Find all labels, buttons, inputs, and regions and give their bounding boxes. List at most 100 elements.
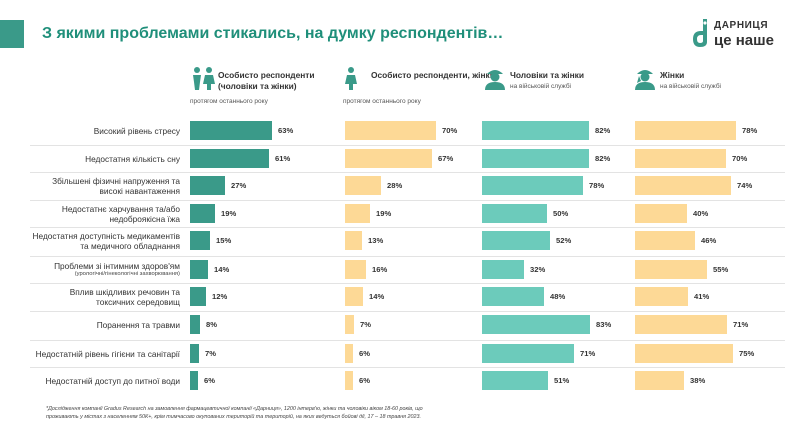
category-label: Недостатня кількість сну — [30, 145, 180, 172]
bar-value-label: 70% — [442, 126, 458, 135]
bar-value-label: 6% — [359, 376, 370, 385]
bar-value-label: 19% — [376, 209, 392, 218]
bar-value-label: 13% — [368, 236, 384, 245]
bar — [190, 176, 225, 195]
bar — [345, 231, 362, 250]
bar — [190, 149, 269, 168]
page-title: З якими проблемами стикались, на думку р… — [42, 25, 504, 42]
bar — [482, 287, 544, 306]
footnote: *Дослідження компанії Gradus Research на… — [46, 406, 423, 420]
logo-name: ДАРНИЦЯ — [714, 20, 769, 31]
column-title: Особисто респонденти (чоловіки та жінки) — [218, 70, 315, 91]
soldier-icon — [485, 70, 505, 90]
bar-value-label: 78% — [742, 126, 758, 135]
bar — [482, 260, 524, 279]
bar-value-label: 67% — [438, 154, 454, 163]
bar — [345, 344, 353, 363]
column-subtitle: протягом останнього року — [343, 98, 421, 105]
bar — [190, 204, 215, 223]
column-subtitle: на військовій службі — [660, 83, 721, 90]
row-separator — [30, 340, 785, 341]
category-text: Високий рівень стресу — [93, 125, 180, 136]
bar — [482, 371, 548, 390]
bar-value-label: 28% — [387, 181, 403, 190]
bar-value-label: 63% — [278, 126, 294, 135]
bar — [190, 371, 198, 390]
bar-value-label: 50% — [553, 209, 569, 218]
bar — [190, 260, 208, 279]
bar — [482, 176, 583, 195]
bar — [482, 121, 589, 140]
category-text: Недостатнє харчування та/або недоброякіс… — [61, 203, 180, 224]
category-text: Недостатня кількість сну — [85, 153, 180, 164]
bar — [190, 121, 272, 140]
category-label: Недостатня доступність медикаментів та м… — [30, 227, 180, 254]
bar-value-label: 6% — [204, 376, 215, 385]
bar — [635, 371, 684, 390]
bar-value-label: 32% — [530, 265, 546, 274]
category-label: Недостатній доступ до питної води — [30, 367, 181, 394]
bar-value-label: 7% — [360, 320, 371, 329]
row-separator — [30, 283, 785, 284]
bar-value-label: 61% — [275, 154, 291, 163]
bar-value-label: 27% — [231, 181, 247, 190]
row-separator — [30, 367, 785, 368]
bar — [482, 315, 590, 334]
row-separator — [30, 200, 785, 201]
bar-value-label: 48% — [550, 292, 566, 301]
category-text: Збільшені фізичні напруження та високі н… — [52, 175, 180, 196]
bar — [635, 315, 727, 334]
category-label: Високий рівень стресу — [30, 117, 180, 144]
category-text: Недостатній доступ до питної води — [45, 375, 181, 386]
bar — [345, 371, 353, 390]
column-header: Жінки на військовій службі — [632, 64, 782, 112]
female-soldier-icon — [635, 70, 655, 90]
bar — [345, 315, 354, 334]
bar-value-label: 71% — [733, 320, 749, 329]
bar — [345, 260, 366, 279]
bar-value-label: 6% — [359, 349, 370, 358]
category-note: (урологічні/гінекологічні захворювання) — [74, 271, 180, 277]
column-header: Особисто респонденти (чоловіки та жінки)… — [190, 64, 340, 112]
row-separator — [30, 145, 785, 146]
row-separator — [30, 311, 785, 312]
bar-value-label: 70% — [732, 154, 748, 163]
brand-logo: ДАРНИЦЯ це наше — [690, 16, 780, 56]
bar-value-label: 55% — [713, 265, 729, 274]
bar — [345, 287, 363, 306]
bar — [190, 231, 210, 250]
woman-icon — [345, 67, 357, 90]
bar — [635, 149, 726, 168]
row-separator — [30, 172, 785, 173]
bar — [635, 260, 707, 279]
logo-mark-icon — [693, 19, 707, 47]
bar — [345, 149, 432, 168]
category-label: Вплив шкідливих речовин та токсичних сер… — [30, 283, 180, 310]
row-separator — [30, 256, 785, 257]
bar-value-label: 78% — [589, 181, 605, 190]
bar — [635, 176, 731, 195]
row-separator — [30, 227, 785, 228]
category-label: Проблеми зі інтимним здоров'ям (урологічн… — [30, 256, 180, 283]
category-label: Недостатнє харчування та/або недоброякіс… — [30, 200, 180, 227]
bar-value-label: 71% — [580, 349, 596, 358]
bar — [635, 231, 695, 250]
bar-value-label: 14% — [369, 292, 385, 301]
bar — [190, 315, 200, 334]
bar — [345, 204, 370, 223]
bar-value-label: 82% — [595, 154, 611, 163]
bar — [635, 287, 688, 306]
category-label: Збільшені фізичні напруження та високі н… — [30, 172, 180, 199]
bar — [345, 176, 381, 195]
bar — [635, 121, 736, 140]
bar-value-label: 38% — [690, 376, 706, 385]
category-text: Поранення та травми — [96, 319, 180, 330]
bar-value-label: 40% — [693, 209, 709, 218]
bar — [635, 344, 733, 363]
bar-value-label: 14% — [214, 265, 230, 274]
bar-value-label: 74% — [737, 181, 753, 190]
title-accent-block — [0, 20, 24, 48]
bar — [190, 287, 206, 306]
bar-value-label: 82% — [595, 126, 611, 135]
bar-value-label: 16% — [372, 265, 388, 274]
